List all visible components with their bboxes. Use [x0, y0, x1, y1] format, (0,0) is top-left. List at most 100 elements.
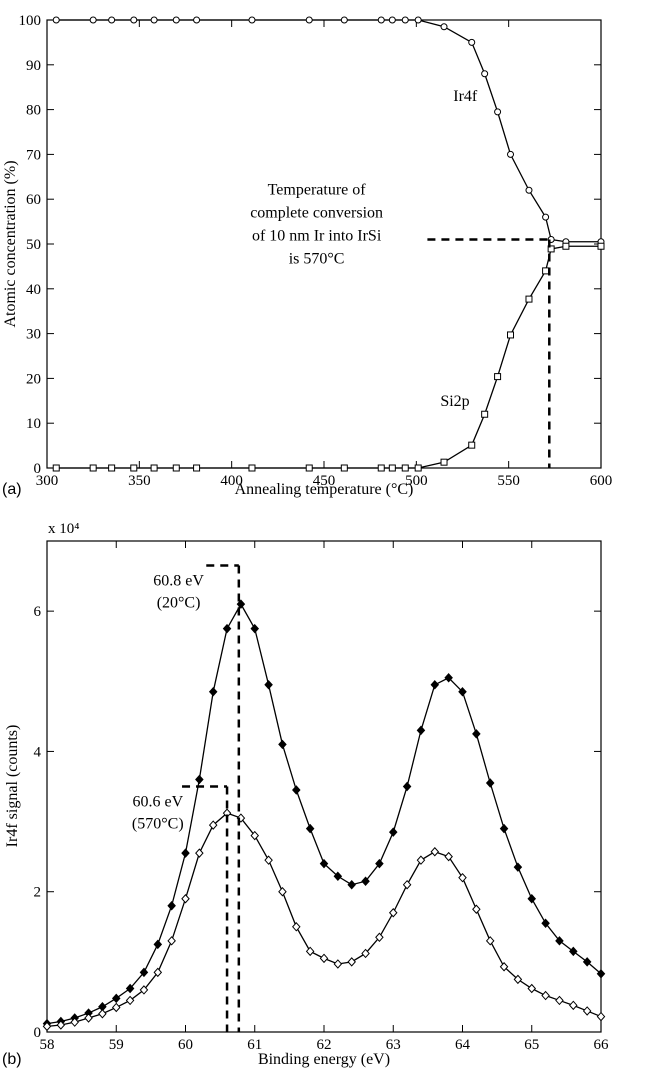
panel-a-x-tick-label-1: 350	[128, 473, 151, 489]
panel-b-series-0-point-19	[305, 823, 315, 834]
panel-b-series-1-point-23	[361, 948, 370, 959]
panel-a-series-0-point-13	[414, 16, 422, 24]
panel-a-series-0-point-20	[542, 213, 550, 221]
panel-b-series-0-point-36	[541, 918, 550, 929]
panel-b-series-1-point-30	[458, 872, 467, 883]
panel-b-y-axis-label: Ir4f signal (counts)	[4, 725, 21, 848]
panel-b-series-1-point-12	[208, 820, 218, 830]
panel-b-series-0-point-6	[125, 983, 135, 994]
panel-a-series-line-1	[56, 245, 601, 469]
panel-b-series-0-point-11	[195, 774, 204, 785]
conversion-note-line-2: of 10 nm Ir into IrSi	[252, 228, 382, 245]
panel-b-series-1-point-11	[195, 848, 204, 858]
conversion-note-line-1: complete conversion	[250, 205, 383, 222]
panel-a-series-1-point-21	[547, 245, 555, 253]
panel-a-series-0-point-4	[150, 16, 158, 24]
panel-a-y-tick-label-3: 30	[26, 327, 41, 343]
panel-b-series-0-point-13	[222, 623, 232, 634]
peak-1-energy-label: 60.6 eV	[132, 794, 183, 811]
panel-a-series-1-point-2	[108, 464, 116, 472]
panel-b-series-0-point-17	[278, 739, 287, 750]
panel-a-series-1-point-19	[525, 295, 533, 303]
panel-a-annotation: Ir4f Si2p Temperature of complete conversio…	[250, 88, 551, 468]
peak-0-energy-label: 60.8 eV	[153, 573, 204, 590]
panel-a-y-tick-label-10: 100	[19, 13, 42, 29]
panel-b-series-1-point-4	[98, 1009, 107, 1019]
panel-a-series-0-point-16	[481, 70, 489, 78]
panel-b-x-axis-label: Binding energy (eV)	[258, 1051, 390, 1068]
panel-b-series-1-point-29	[444, 851, 453, 862]
panel-a-series-1-point-10	[377, 464, 385, 472]
panel-b-x-tick-label-6: 64	[455, 1037, 471, 1053]
panel-b-series-1-point-27	[416, 855, 426, 865]
panel-b-annotations: 60.8 eV (20°C) 60.6 eV (570°C)	[132, 564, 241, 1032]
panel-b-series-0-point-37	[555, 936, 564, 946]
panel-a-series-0-point-8	[305, 16, 313, 24]
panel-b-series-1-point-1	[56, 1020, 66, 1030]
panel-a-series-0-point-9	[340, 16, 348, 24]
panel-a-series-1-point-12	[401, 464, 409, 472]
panel-b-series-1-point-28	[430, 846, 440, 857]
panel-b-series-1-point-17	[278, 886, 287, 897]
panel-a-series-0-point-1	[89, 16, 97, 24]
panel-b-y-tick-label-2: 4	[34, 744, 42, 760]
panel-b-series-1-point-26	[402, 879, 412, 890]
panel-b-series-1-point-32	[485, 936, 495, 946]
panel-b-series-0-point-39	[582, 957, 592, 967]
panel-a-chart: 300 350 400 450 500 550 600 0 10 20 30 40 50 60 70 80 90…	[2, 13, 612, 498]
panel-b-series-0-point-27	[416, 725, 426, 736]
panel-b-x-tick-label-8: 66	[594, 1037, 610, 1053]
panel-a-y-tick-label-0: 0	[34, 461, 42, 477]
panel-a-series	[52, 16, 605, 472]
panel-a-series-0-point-3	[130, 16, 138, 24]
panel-b-x-tick-label-3: 61	[247, 1037, 262, 1053]
panel-b-series-1-point-2	[70, 1017, 79, 1027]
panel-b-series-1-point-34	[513, 974, 523, 985]
series-label-ir4f: Ir4f	[453, 88, 478, 105]
conversion-note-line-0: Temperature of	[268, 182, 367, 199]
panel-b-series-1-point-9	[167, 936, 176, 946]
panel-b-x-tick-label-1: 59	[109, 1037, 124, 1053]
panel-b-series-1-point-18	[292, 922, 301, 932]
panel-b-series-0-point-31	[472, 729, 481, 739]
panel-a-x-axis-label: Annealing temperature (°C)	[235, 481, 414, 498]
panel-a-series-0-point-7	[248, 16, 256, 24]
panel-b-series-1-point-31	[472, 904, 481, 914]
panel-b-series-0-point-38	[569, 946, 578, 957]
panel-a-y-tick-label-2: 20	[26, 371, 41, 387]
panel-b-ticks: 58 59 60 61 62 63 64 65 66 0 2 4 6	[34, 541, 610, 1053]
panel-b-series-0-point-5	[111, 993, 121, 1004]
panel-a-series-0-point-15	[468, 38, 476, 46]
panel-a-x-tick-label-0: 300	[36, 473, 59, 489]
panel-a-y-tick-label-8: 80	[26, 103, 41, 119]
panel-b-series-1-point-40	[596, 1011, 606, 1022]
panel-b-series-0-point-8	[153, 939, 163, 950]
panel-b-chart: 58 59 60 61 62 63 64 65 66 0 2 4 6 60.8 eV (20°C) 60.6…	[2, 521, 609, 1068]
panel-b-series-1-point-25	[388, 908, 398, 918]
panel-b-series-0-point-18	[292, 785, 301, 795]
panel-b-series-1-point-35	[527, 983, 537, 994]
panel-b-series-1-point-22	[347, 957, 356, 967]
panel-a-y-axis-label: Atomic concentration (%)	[2, 160, 19, 327]
panel-b-y-tick-label-0: 0	[34, 1025, 42, 1041]
panel-a-y-tick-label-4: 40	[26, 282, 41, 298]
panel-b-series-0-point-24	[375, 858, 384, 869]
panel-b-series-1-point-10	[181, 893, 190, 904]
panel-a-series-1-point-14	[440, 458, 448, 466]
panel-a-series-0-point-12	[401, 16, 409, 24]
panel-b-series-0-point-21	[333, 871, 343, 882]
panel-b-series-1-point-7	[139, 985, 149, 995]
panel-a-series-0-point-18	[507, 150, 515, 158]
panel-b-series-1-point-36	[541, 990, 550, 1001]
panel-a-series-0-point-14	[440, 23, 448, 31]
panel-a-series-0-point-10	[377, 16, 385, 24]
panel-b-series-0-point-7	[139, 967, 149, 978]
panel-a-series-0-point-5	[172, 16, 180, 24]
panel-b-scale-label: x 10⁴	[48, 521, 79, 537]
panel-b-series	[42, 599, 606, 1032]
panel-b-series-1-point-37	[555, 995, 564, 1006]
panel-b-series-1-point-15	[250, 830, 260, 841]
panel-a-series-0-point-2	[108, 16, 116, 24]
panel-b-series-1-point-20	[319, 953, 329, 964]
